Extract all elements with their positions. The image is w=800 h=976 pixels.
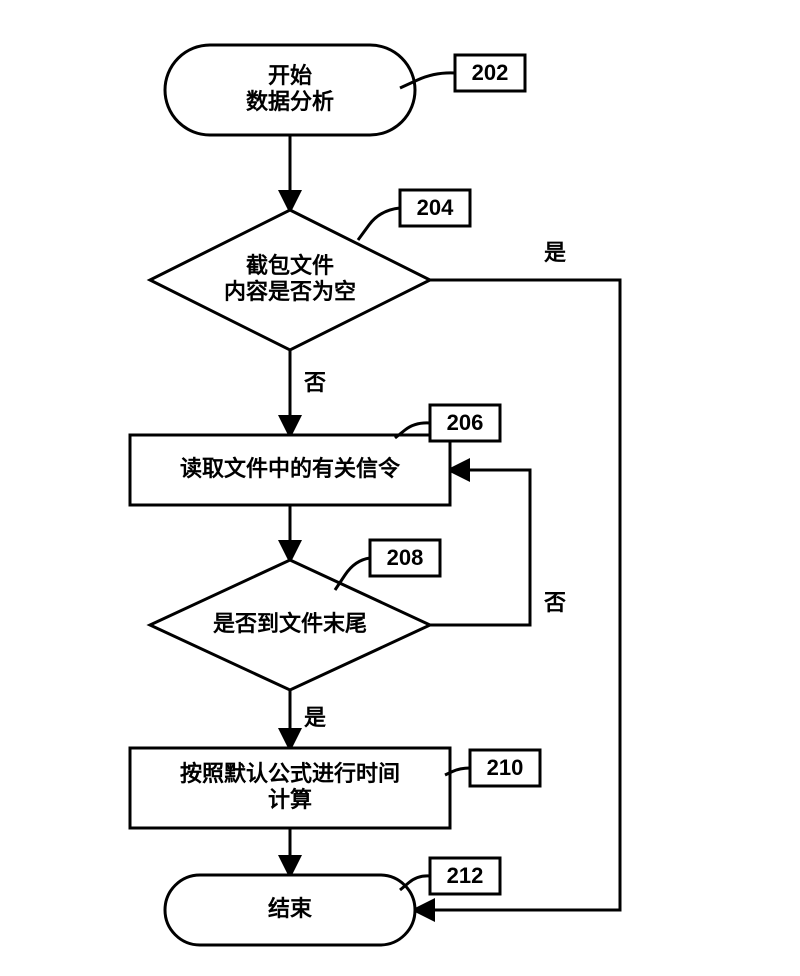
flowchart-canvas: 否是是否 开始数据分析截包文件内容是否为空读取文件中的有关信令是否到文件末尾按照… (0, 0, 800, 976)
ref-label-210: 210 (487, 755, 524, 780)
e-d1-yes-label: 是 (544, 240, 566, 265)
e-d2-no-label: 否 (543, 590, 566, 615)
node-p2-line0: 按照默认公式进行时间 (180, 761, 400, 786)
e-d1-p1-label: 否 (303, 370, 326, 395)
node-end: 结束 (165, 875, 415, 945)
node-d1: 截包文件内容是否为空 (150, 210, 430, 350)
node-p2: 按照默认公式进行时间计算 (130, 748, 450, 828)
ref-label-212: 212 (447, 863, 484, 888)
node-p1: 读取文件中的有关信令 (130, 435, 450, 505)
node-end-line0: 结束 (268, 896, 313, 921)
node-d2-line0: 是否到文件末尾 (213, 611, 367, 636)
node-d1-line0: 截包文件 (246, 253, 334, 278)
node-d2: 是否到文件末尾 (150, 560, 430, 690)
ref-label-204: 204 (417, 195, 454, 220)
node-start: 开始数据分析 (165, 45, 415, 135)
node-start-line0: 开始 (268, 63, 312, 88)
node-start-line1: 数据分析 (246, 89, 334, 114)
node-d1-line1: 内容是否为空 (224, 279, 356, 304)
ref-label-206: 206 (447, 410, 484, 435)
node-p1-line0: 读取文件中的有关信令 (180, 456, 401, 481)
e-d2-p2-label: 是 (304, 705, 326, 730)
node-p2-line1: 计算 (268, 787, 312, 812)
c-204 (358, 208, 400, 240)
ref-label-202: 202 (472, 60, 509, 85)
ref-label-208: 208 (387, 545, 424, 570)
